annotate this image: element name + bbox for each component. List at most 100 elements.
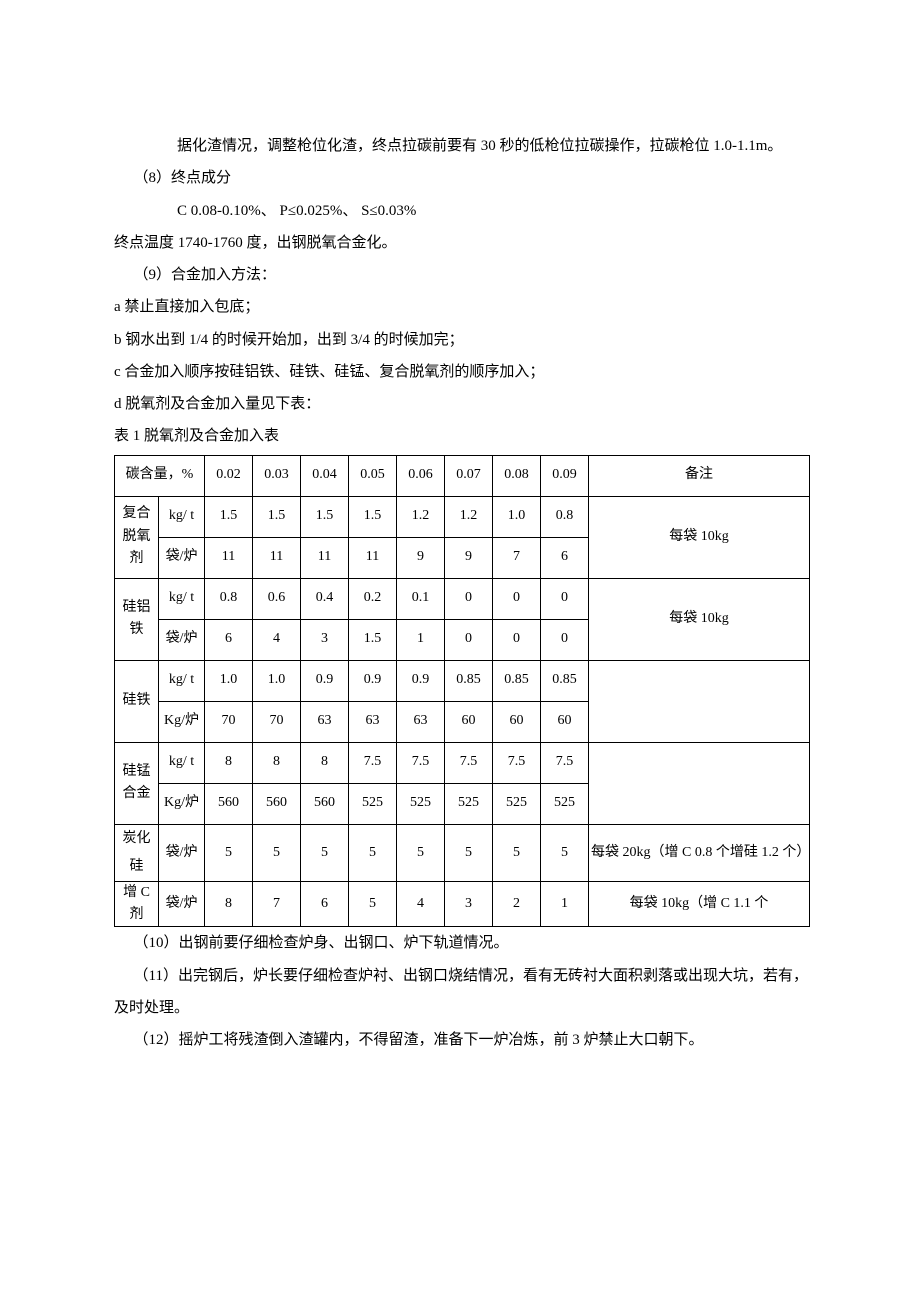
- cell: 0: [493, 619, 541, 660]
- cell: 7.5: [493, 742, 541, 783]
- row-note: [589, 660, 810, 742]
- cell: 525: [493, 783, 541, 824]
- cell: 0: [445, 619, 493, 660]
- paragraph: （12）摇炉工将残渣倒入渣罐内，不得留渣，准备下一炉冶炼，前 3 炉禁止大口朝下…: [114, 1024, 810, 1056]
- table-row: 增 C 剂 袋/炉 8 7 6 5 4 3 2 1 每袋 10kg（增 C 1.…: [115, 881, 810, 927]
- th-value: 0.06: [397, 455, 445, 496]
- paragraph: （9）合金加入方法：: [114, 259, 810, 291]
- cell: 7: [253, 881, 301, 927]
- cell: 5: [493, 824, 541, 881]
- cell: 70: [253, 701, 301, 742]
- cell: 7.5: [349, 742, 397, 783]
- paragraph: a 禁止直接加入包底；: [114, 291, 810, 323]
- cell: 11: [253, 537, 301, 578]
- table-row: 复合脱氧剂 kg/ t 1.5 1.5 1.5 1.5 1.2 1.2 1.0 …: [115, 496, 810, 537]
- cell: 9: [445, 537, 493, 578]
- cell: 6: [205, 619, 253, 660]
- cell: 5: [301, 824, 349, 881]
- cell: 7.5: [445, 742, 493, 783]
- th-carbon: 碳含量，%: [115, 455, 205, 496]
- cell: 11: [205, 537, 253, 578]
- paragraph: C 0.08-0.10%、 P≤0.025%、 S≤0.03%: [114, 195, 810, 227]
- table-row: 硅铝铁 kg/ t 0.8 0.6 0.4 0.2 0.1 0 0 0 每袋 1…: [115, 578, 810, 619]
- cell: 5: [253, 824, 301, 881]
- row-unit: 袋/炉: [159, 619, 205, 660]
- row-unit: Kg/炉: [159, 701, 205, 742]
- paragraph: （10）出钢前要仔细检查炉身、出钢口、炉下轨道情况。: [114, 927, 810, 959]
- cell: 560: [205, 783, 253, 824]
- row-label: 硅锰合金: [115, 742, 159, 824]
- table-row: 硅锰合金 kg/ t 8 8 8 7.5 7.5 7.5 7.5 7.5: [115, 742, 810, 783]
- cell: 0.6: [253, 578, 301, 619]
- cell: 0.85: [493, 660, 541, 701]
- cell: 7.5: [397, 742, 445, 783]
- cell: 63: [349, 701, 397, 742]
- row-note: 每袋 10kg（增 C 1.1 个: [589, 881, 810, 927]
- cell: 1.5: [205, 496, 253, 537]
- cell: 560: [301, 783, 349, 824]
- table-caption: 表 1 脱氧剂及合金加入表: [114, 420, 810, 452]
- cell: 0.8: [541, 496, 589, 537]
- row-unit: kg/ t: [159, 578, 205, 619]
- paragraph: （8）终点成分: [114, 162, 810, 194]
- cell: 11: [301, 537, 349, 578]
- cell: 63: [397, 701, 445, 742]
- cell: 8: [301, 742, 349, 783]
- cell: 0.9: [397, 660, 445, 701]
- row-unit: 袋/炉: [159, 537, 205, 578]
- th-value: 0.03: [253, 455, 301, 496]
- cell: 5: [541, 824, 589, 881]
- cell: 0.1: [397, 578, 445, 619]
- cell: 8: [205, 881, 253, 927]
- cell: 3: [301, 619, 349, 660]
- row-label: 硅铁: [115, 660, 159, 742]
- th-value: 0.05: [349, 455, 397, 496]
- cell: 70: [205, 701, 253, 742]
- row-note: 每袋 20kg（增 C 0.8 个增硅 1.2 个）: [589, 824, 810, 881]
- table-row: 硅铁 kg/ t 1.0 1.0 0.9 0.9 0.9 0.85 0.85 0…: [115, 660, 810, 701]
- cell: 1.0: [205, 660, 253, 701]
- cell: 60: [493, 701, 541, 742]
- paragraph: 终点温度 1740-1760 度，出钢脱氧合金化。: [114, 227, 810, 259]
- cell: 4: [253, 619, 301, 660]
- cell: 60: [445, 701, 493, 742]
- cell: 3: [445, 881, 493, 927]
- row-label: 增 C 剂: [115, 881, 159, 927]
- th-value: 0.09: [541, 455, 589, 496]
- cell: 0: [493, 578, 541, 619]
- paragraph: c 合金加入顺序按硅铝铁、硅铁、硅锰、复合脱氧剂的顺序加入；: [114, 356, 810, 388]
- cell: 63: [301, 701, 349, 742]
- cell: 1.5: [349, 619, 397, 660]
- row-unit: kg/ t: [159, 742, 205, 783]
- cell: 1.2: [445, 496, 493, 537]
- paragraph: （11）出完钢后，炉长要仔细检查炉衬、出钢口烧结情况，看有无砖衬大面积剥落或出现…: [114, 960, 810, 1025]
- document-page: 据化渣情况，调整枪位化渣，终点拉碳前要有 30 秒的低枪位拉碳操作，拉碳枪位 1…: [0, 0, 920, 1116]
- cell: 6: [301, 881, 349, 927]
- cell: 560: [253, 783, 301, 824]
- cell: 5: [445, 824, 493, 881]
- cell: 0: [445, 578, 493, 619]
- row-unit: kg/ t: [159, 496, 205, 537]
- cell: 6: [541, 537, 589, 578]
- cell: 0.9: [301, 660, 349, 701]
- cell: 525: [541, 783, 589, 824]
- row-label: 炭化硅: [115, 824, 159, 881]
- cell: 2: [493, 881, 541, 927]
- row-label: 硅铝铁: [115, 578, 159, 660]
- row-unit: Kg/炉: [159, 783, 205, 824]
- cell: 1.0: [493, 496, 541, 537]
- paragraph: d 脱氧剂及合金加入量见下表：: [114, 388, 810, 420]
- cell: 1.5: [349, 496, 397, 537]
- cell: 0: [541, 578, 589, 619]
- cell: 0.8: [205, 578, 253, 619]
- cell: 0.2: [349, 578, 397, 619]
- cell: 1.5: [301, 496, 349, 537]
- cell: 8: [205, 742, 253, 783]
- table-row: 碳含量，% 0.02 0.03 0.04 0.05 0.06 0.07 0.08…: [115, 455, 810, 496]
- cell: 1.0: [253, 660, 301, 701]
- cell: 1.5: [253, 496, 301, 537]
- row-unit: 袋/炉: [159, 881, 205, 927]
- cell: 11: [349, 537, 397, 578]
- row-note: [589, 742, 810, 824]
- paragraph: 据化渣情况，调整枪位化渣，终点拉碳前要有 30 秒的低枪位拉碳操作，拉碳枪位 1…: [114, 130, 810, 162]
